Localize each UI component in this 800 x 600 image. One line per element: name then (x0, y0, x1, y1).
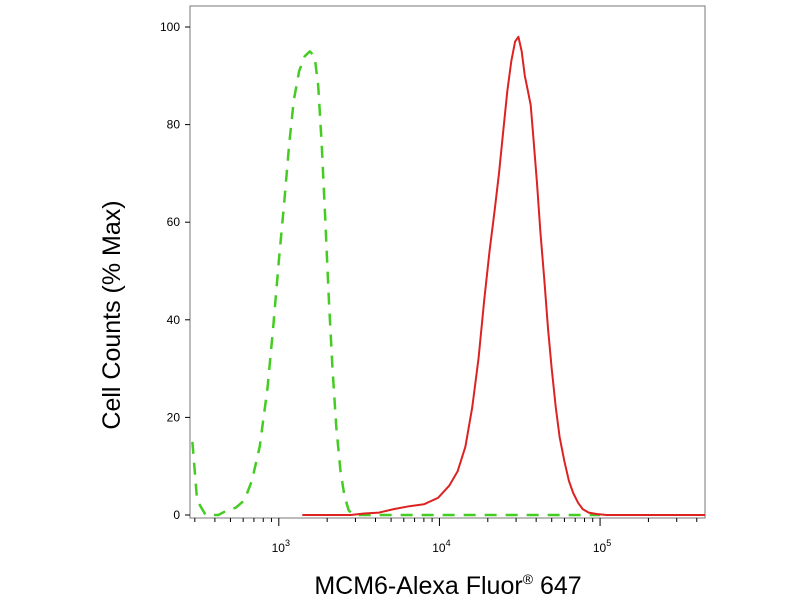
x-tick-label: 105 (593, 538, 611, 555)
y-tick-label: 100 (160, 20, 180, 34)
x-tick-label-base: 10 (593, 541, 607, 555)
x-tick-label-exponent: 5 (606, 538, 611, 548)
x-tick-label: 104 (432, 538, 450, 555)
series-layer (191, 35, 705, 517)
x-tick-label-exponent: 4 (446, 538, 451, 548)
x-axis-title-space (533, 572, 540, 600)
y-tick-label: 60 (167, 215, 181, 229)
plot-frame (189, 5, 706, 519)
series-line-dashed-green (191, 50, 601, 517)
y-tick-label: 20 (167, 410, 181, 424)
axis-ticks (185, 26, 698, 526)
x-tick-label-base: 10 (432, 541, 446, 555)
x-tick-label-exponent: 3 (285, 538, 290, 548)
y-tick-label: 0 (173, 508, 180, 522)
x-axis-title: MCM6-Alexa Fluor® 647 (314, 571, 581, 600)
x-axis-title-main: MCM6-Alexa Fluor (314, 572, 522, 600)
x-tick-label-base: 10 (272, 541, 286, 555)
x-axis-title-registered: ® (523, 571, 534, 587)
x-tick-label: 103 (272, 538, 290, 555)
y-tick-label: 40 (167, 313, 181, 327)
y-tick-label: 80 (167, 118, 181, 132)
series-line-solid-red (302, 35, 705, 516)
x-axis-title-suffix: 647 (540, 572, 582, 600)
y-axis-title: Cell Counts (% Max) (98, 200, 126, 429)
